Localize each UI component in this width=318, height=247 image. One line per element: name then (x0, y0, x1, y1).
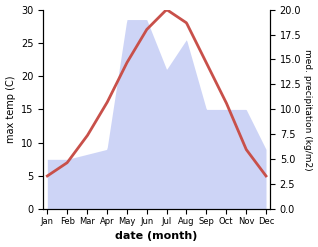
Y-axis label: max temp (C): max temp (C) (5, 76, 16, 143)
Y-axis label: med. precipitation (kg/m2): med. precipitation (kg/m2) (303, 49, 313, 170)
X-axis label: date (month): date (month) (115, 231, 198, 242)
